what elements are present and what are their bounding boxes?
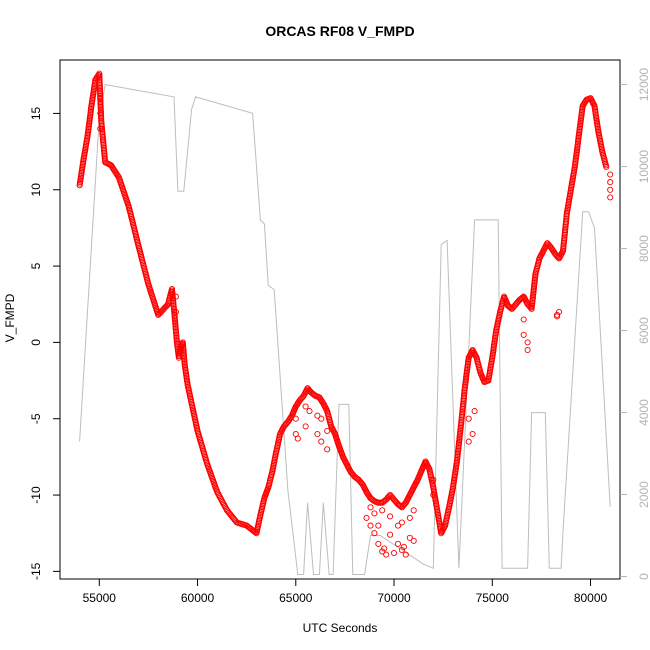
data-point xyxy=(394,522,402,529)
data-point xyxy=(367,504,374,511)
data-point xyxy=(383,551,390,558)
right-y-tick-label: 10000 xyxy=(637,150,650,184)
plot-frame xyxy=(59,59,621,580)
data-point xyxy=(367,522,374,529)
y-tick-label: 0 xyxy=(29,339,43,346)
data-point xyxy=(556,308,563,315)
data-point xyxy=(379,548,386,555)
y-tick-label: 5 xyxy=(29,262,43,269)
right-y-tick-label: 4000 xyxy=(637,399,650,426)
data-point xyxy=(406,514,413,521)
data-point xyxy=(306,408,313,415)
data-point xyxy=(398,519,405,526)
data-point xyxy=(363,514,370,521)
data-point xyxy=(524,339,531,346)
data-point xyxy=(324,446,331,453)
y-tick-label: -15 xyxy=(29,562,43,580)
data-point xyxy=(97,110,104,117)
data-point xyxy=(155,311,162,318)
data-point xyxy=(400,543,407,550)
data-point xyxy=(96,81,103,88)
data-point xyxy=(465,415,472,422)
data-point xyxy=(375,522,382,529)
data-point xyxy=(520,316,527,323)
data-point xyxy=(465,438,472,445)
data-point xyxy=(402,551,409,558)
data-point xyxy=(172,308,179,315)
data-point xyxy=(97,125,104,132)
x-tick-label: 60000 xyxy=(181,591,215,605)
v-fmpd-series xyxy=(76,70,614,558)
data-point xyxy=(172,293,179,300)
data-point xyxy=(379,507,386,514)
data-point xyxy=(387,531,394,538)
y-tick-label: 15 xyxy=(29,106,43,120)
data-point xyxy=(469,430,476,438)
data-point xyxy=(292,415,299,422)
y-axis-label: V_FMPD xyxy=(3,293,17,342)
right-y-tick-label: 6000 xyxy=(637,317,650,344)
data-point xyxy=(302,423,309,430)
data-point xyxy=(430,491,437,499)
data-point xyxy=(306,388,313,395)
x-tick-label: 75000 xyxy=(476,591,510,605)
data-point xyxy=(603,163,610,170)
data-point xyxy=(406,534,413,541)
data-point xyxy=(607,194,614,201)
data-point xyxy=(310,391,317,398)
x-axis-label: UTC Seconds xyxy=(303,621,378,635)
data-point xyxy=(410,537,417,544)
data-point xyxy=(430,476,437,483)
data-point xyxy=(524,346,531,354)
x-axis: 55000 60000 65000 70000 75000 80000 xyxy=(83,579,608,605)
data-point xyxy=(302,403,309,410)
altitude-series xyxy=(79,84,611,575)
data-point xyxy=(294,435,301,442)
data-point xyxy=(607,171,614,178)
data-point xyxy=(371,510,378,517)
y-tick-label: -5 xyxy=(29,413,43,424)
data-point xyxy=(394,540,402,547)
x-tick-label: 55000 xyxy=(83,591,117,605)
data-point xyxy=(314,412,321,419)
data-point xyxy=(96,86,104,93)
data-point xyxy=(318,438,325,445)
data-point xyxy=(398,546,405,554)
data-point xyxy=(324,427,331,434)
data-point xyxy=(410,507,417,514)
data-point xyxy=(161,305,168,312)
right-y-tick-label: 2000 xyxy=(637,481,650,508)
altitude-line xyxy=(79,84,611,575)
data-point xyxy=(314,430,321,438)
y-tick-label: 10 xyxy=(29,183,43,197)
data-point xyxy=(390,549,398,557)
data-point xyxy=(97,95,104,102)
data-point xyxy=(607,179,614,186)
chart-title: ORCAS RF08 V_FMPD xyxy=(265,23,414,39)
y-tick-label: -10 xyxy=(29,486,43,504)
data-point xyxy=(318,415,325,422)
data-point xyxy=(381,545,388,552)
data-point xyxy=(371,530,378,537)
data-point xyxy=(162,304,169,311)
data-point xyxy=(387,513,394,520)
y-axis: -15 -10 -5 0 5 10 15 xyxy=(29,106,60,580)
data-point xyxy=(520,331,527,338)
data-point xyxy=(471,408,478,415)
data-point xyxy=(607,186,614,193)
right-y-tick-label: 12000 xyxy=(637,68,650,102)
x-tick-label: 80000 xyxy=(574,591,608,605)
data-point xyxy=(375,540,382,547)
x-tick-label: 65000 xyxy=(279,591,313,605)
right-y-tick-label: 8000 xyxy=(637,235,650,262)
right-y-axis: 0 2000 4000 6000 8000 10000 12000 xyxy=(620,68,650,580)
x-tick-label: 70000 xyxy=(377,591,411,605)
right-y-tick-label: 0 xyxy=(637,573,650,580)
data-point xyxy=(96,72,103,79)
